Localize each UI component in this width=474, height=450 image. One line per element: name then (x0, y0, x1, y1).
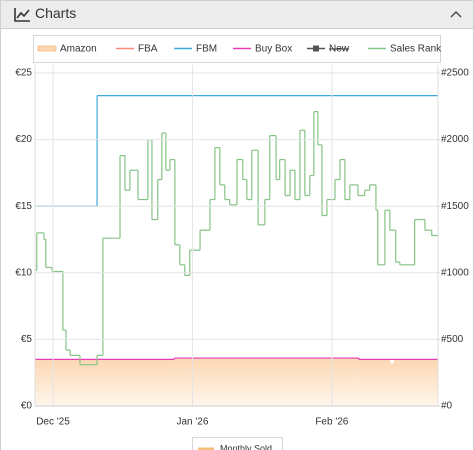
area-step (358, 359, 391, 406)
legend-label: New (329, 44, 350, 55)
y-tick-label: €5 (21, 334, 33, 345)
y-tick-label: €10 (15, 267, 32, 278)
y-tick-label: €25 (15, 68, 32, 79)
area-step (35, 359, 175, 406)
y2-tick-label: #2500 (441, 68, 469, 79)
chart-icon (14, 8, 30, 22)
legend-swatch (37, 45, 57, 52)
y2-tick-label: #500 (441, 334, 464, 345)
area-step (390, 363, 394, 406)
legend-label: FBM (196, 44, 217, 55)
panel-title: Charts (35, 5, 76, 21)
area-step (393, 359, 438, 406)
area-step (174, 358, 359, 406)
legend-marker (313, 45, 319, 52)
y-tick-label: €20 (15, 134, 32, 145)
legend-label: Sales Rank (390, 44, 442, 55)
x-tick-label: Jan '26 (176, 417, 208, 428)
x-tick-label: Feb '26 (315, 417, 348, 428)
bottom-legend-label: Monthly Sold (220, 443, 272, 450)
y2-tick-label: #2000 (441, 134, 469, 145)
y-tick-label: €0 (21, 401, 33, 412)
x-tick-label: Dec '25 (36, 417, 70, 428)
legend-label: Amazon (60, 44, 97, 55)
y2-tick-label: #1500 (441, 201, 469, 212)
y-tick-label: €15 (15, 201, 32, 212)
legend-label: FBA (138, 44, 158, 55)
y2-tick-label: #0 (441, 401, 453, 412)
bottom-legend-box (192, 437, 283, 450)
legend-label: Buy Box (255, 44, 292, 55)
collapse-caret[interactable] (450, 11, 462, 18)
y2-tick-label: #1000 (441, 267, 469, 278)
panel-header[interactable] (0, 0, 474, 29)
